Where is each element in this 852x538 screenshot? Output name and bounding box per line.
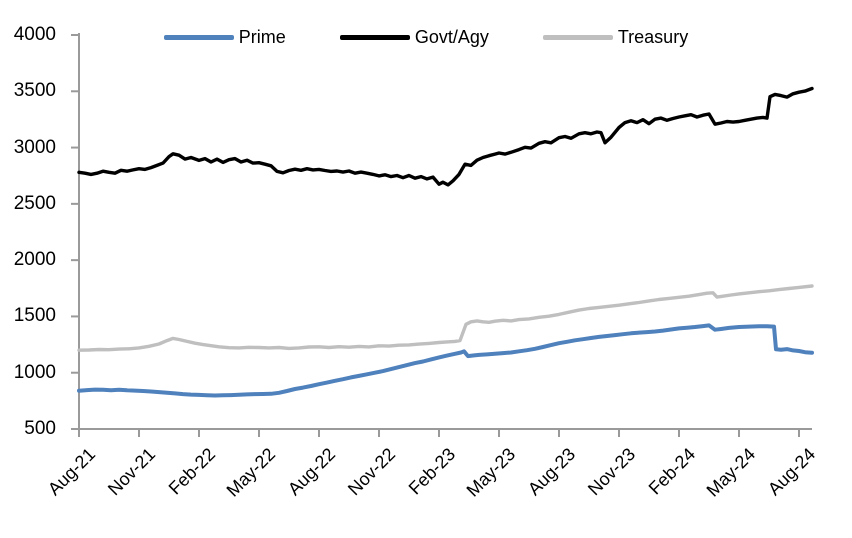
y-axis-label: 1500 bbox=[13, 305, 56, 327]
treasury-line-swatch bbox=[542, 34, 613, 40]
legend-item-treasury: Treasury bbox=[542, 26, 689, 48]
govt-agy-line-swatch bbox=[339, 34, 410, 40]
legend-label-treasury: Treasury bbox=[617, 27, 689, 47]
y-axis-label: 2000 bbox=[13, 249, 56, 271]
y-axis-label: 4000 bbox=[13, 24, 56, 45]
y-axis-label: 3500 bbox=[13, 80, 56, 102]
y-axis-label: 1000 bbox=[13, 361, 56, 383]
legend-label-govt-agy: Govt/Agy bbox=[414, 27, 489, 47]
series-line-treasury bbox=[77, 284, 814, 352]
y-axis-label: 2500 bbox=[13, 192, 56, 214]
y-axis-label: 500 bbox=[24, 418, 56, 439]
chart-legend: Prime Govt/Agy Treasury bbox=[0, 26, 852, 48]
y-axis-label: 3000 bbox=[13, 136, 56, 158]
legend-label-prime: Prime bbox=[238, 27, 286, 47]
series-line-prime bbox=[77, 323, 814, 398]
legend-item-prime: Prime bbox=[163, 26, 286, 48]
legend-item-govt-agy: Govt/Agy bbox=[339, 26, 489, 48]
prime-line-swatch bbox=[163, 34, 234, 40]
series-line-govt-agy bbox=[77, 86, 814, 187]
